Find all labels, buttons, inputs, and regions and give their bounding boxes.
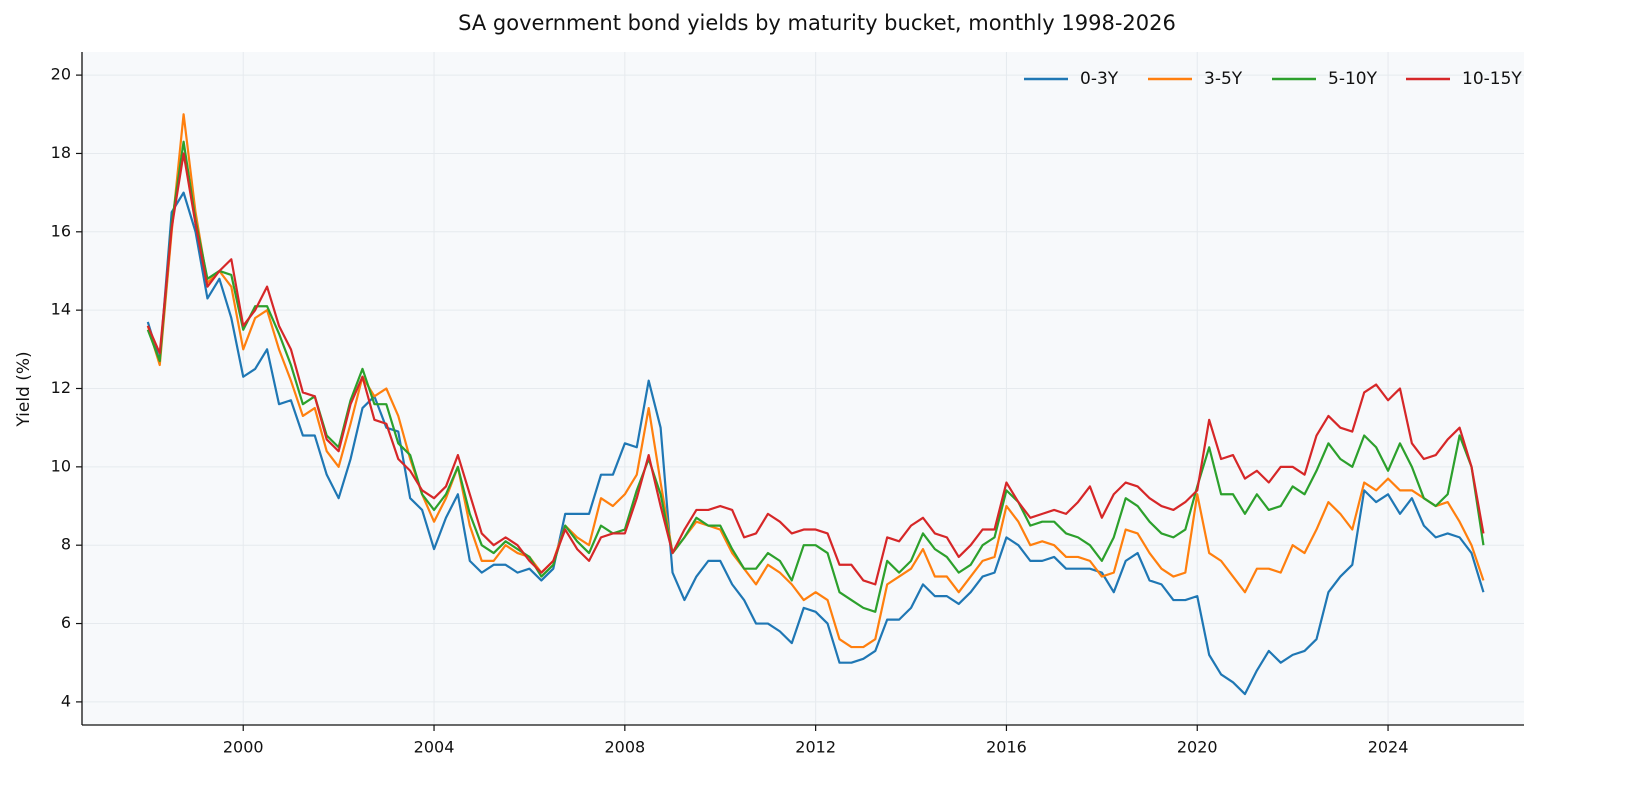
- y-tick-label: 8: [61, 535, 71, 554]
- y-tick-label: 18: [51, 143, 71, 162]
- x-tick-label: 2012: [795, 738, 836, 757]
- y-tick-label: 20: [51, 65, 71, 84]
- x-tick-label: 2004: [414, 738, 455, 757]
- y-tick-label: 16: [51, 221, 71, 240]
- x-tick-label: 2016: [986, 738, 1027, 757]
- legend-label: 3-5Y: [1204, 69, 1243, 89]
- y-tick-label: 12: [51, 378, 71, 397]
- y-tick-label: 4: [61, 691, 71, 710]
- series-line: [146, 191, 1485, 696]
- x-tick-label: 2024: [1368, 738, 1409, 757]
- y-tick-label: 10: [51, 456, 71, 475]
- ticks: 4 6 8 10 12 14 16 18 20 2000 2004 2008 2012 2016 2020 2…: [51, 65, 1409, 757]
- series-line: [146, 140, 1485, 613]
- legend: 0-3Y 3-5Y 5-10Y 10-15Y: [1024, 69, 1522, 89]
- y-tick-label: 14: [51, 300, 71, 319]
- y-tick-label: 6: [61, 613, 71, 632]
- lines: [146, 113, 1485, 696]
- legend-label: 10-15Y: [1462, 69, 1522, 89]
- series-line: [146, 152, 1485, 586]
- chart-title: SA government bond yields by maturity bu…: [458, 11, 1176, 35]
- legend-label: 0-3Y: [1080, 69, 1119, 89]
- legend-label: 5-10Y: [1328, 69, 1378, 89]
- y-axis-label: Yield (%): [14, 351, 34, 427]
- x-tick-label: 2000: [223, 738, 264, 757]
- x-tick-label: 2020: [1177, 738, 1218, 757]
- x-tick-label: 2008: [604, 738, 645, 757]
